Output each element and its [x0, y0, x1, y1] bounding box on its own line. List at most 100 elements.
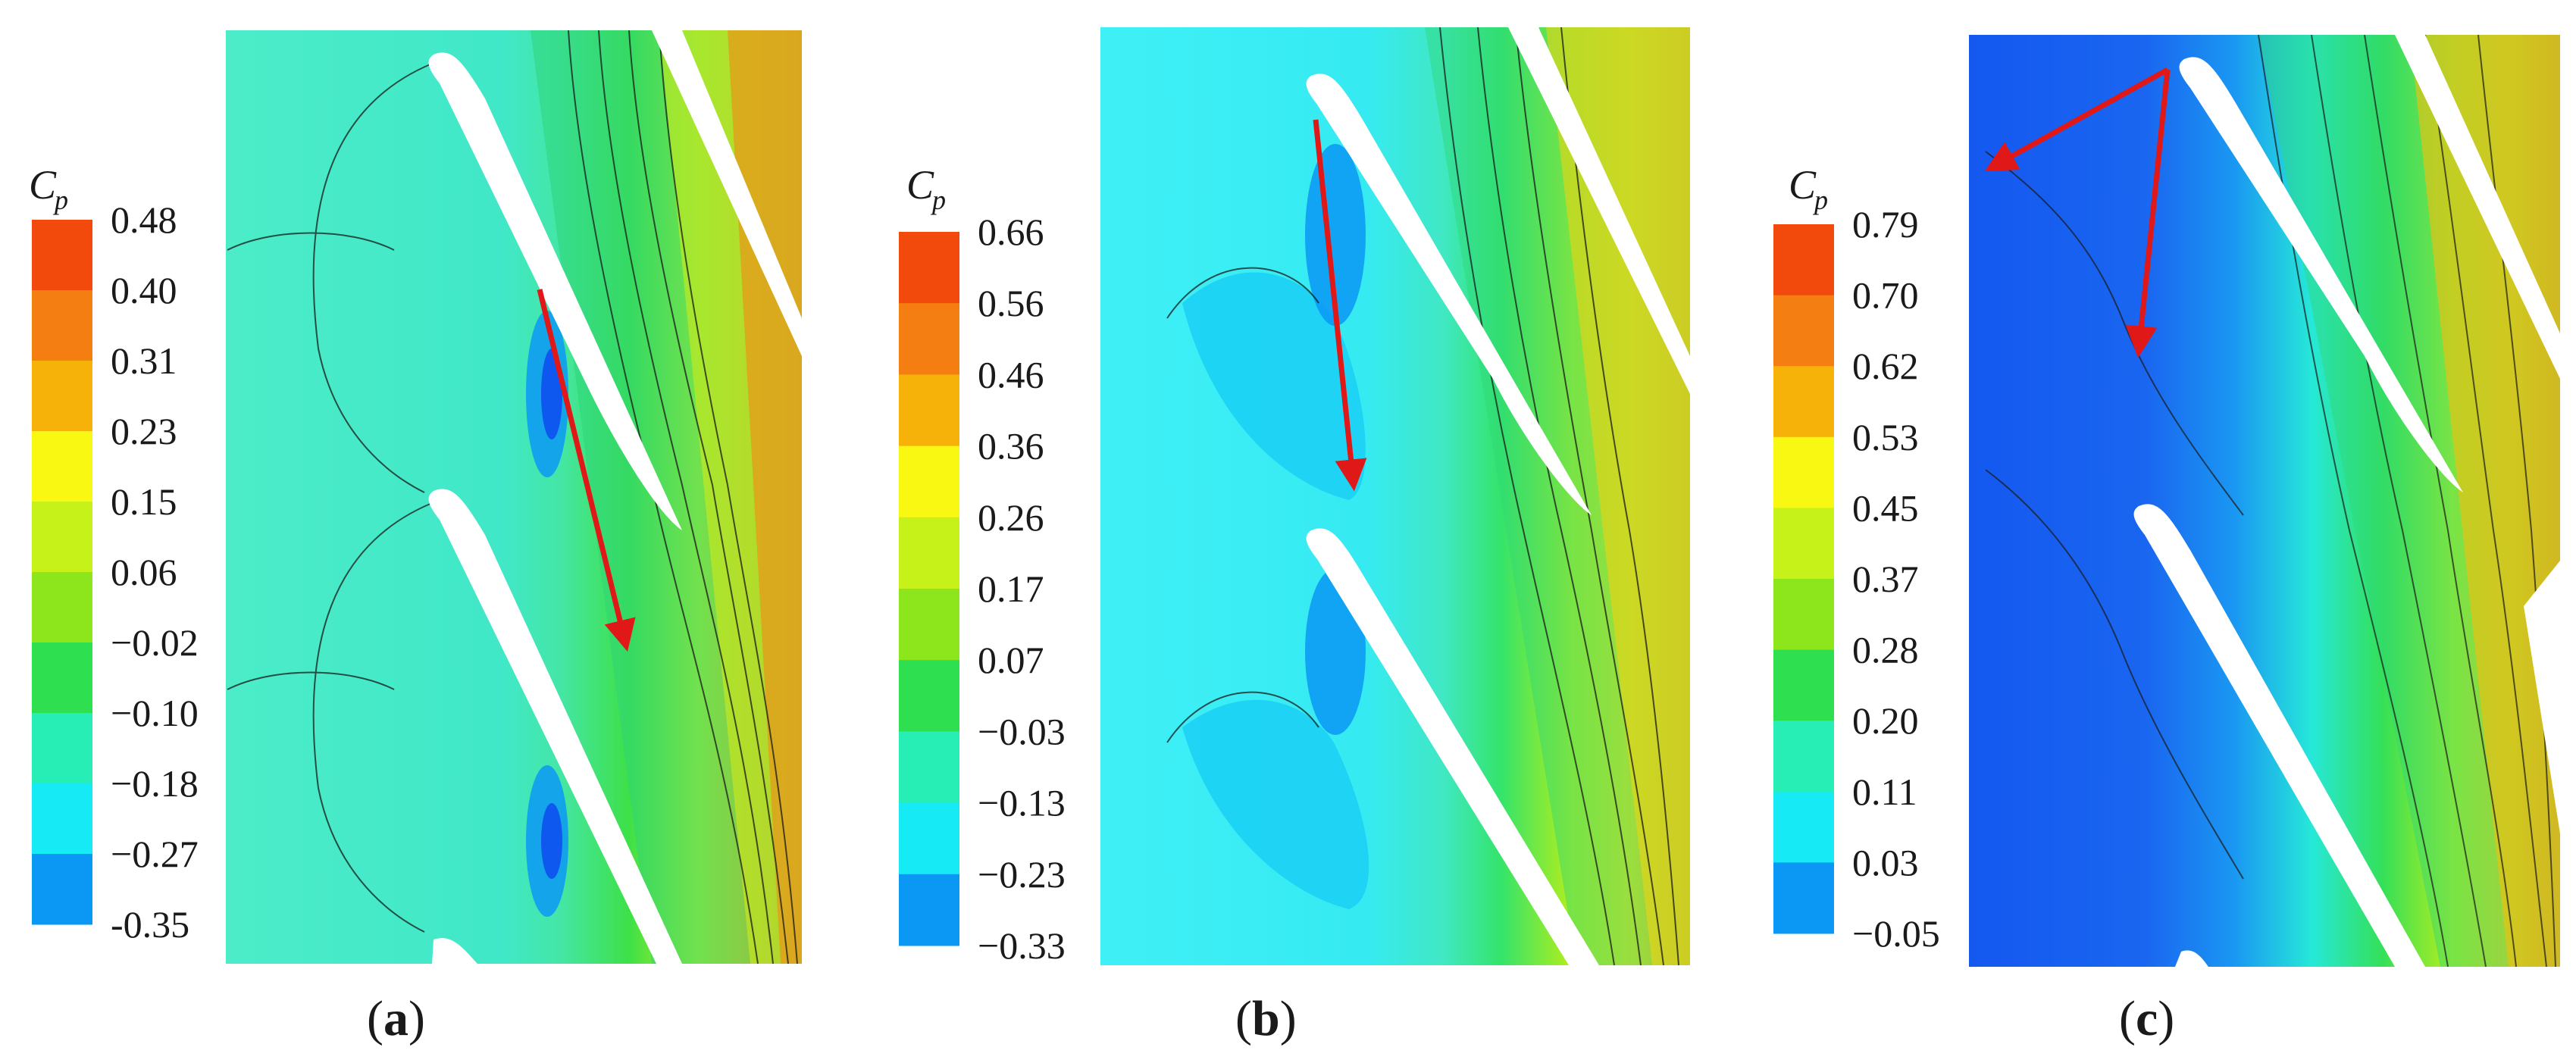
- colorbar-cell: [1773, 579, 1834, 651]
- isolines-b: [1166, 27, 1679, 966]
- colorbar-tick-label: 0.62: [1852, 345, 1919, 387]
- colorbar-tick-label: 0.56: [978, 282, 1044, 324]
- colorbar-tick-label: 0.07: [978, 639, 1044, 681]
- low-pressure-zone-b1-core: [1305, 144, 1366, 326]
- panel-a: C p 0.48 0.40 0.31 0.23 0.15 0.06 −0.02 −0.10 −0…: [29, 30, 802, 1046]
- isolines-a: [227, 30, 798, 965]
- colorbar-cell: [32, 220, 92, 291]
- blade-c3: [2395, 35, 2560, 379]
- colorbar-a: C p 0.48 0.40 0.31 0.23 0.15 0.06 −0.02 −0.10 −0…: [29, 162, 199, 946]
- colorbar-tick-label: 0.17: [978, 567, 1044, 610]
- colorbar-cell: [899, 303, 959, 375]
- colorbar-c-subscript: p: [1812, 185, 1828, 215]
- colorbar-tick-label: 0.66: [978, 211, 1044, 253]
- colorbar-cell: [32, 783, 92, 855]
- colorbar-tick-label: 0.20: [1852, 699, 1919, 742]
- colorbar-tick-label: 0.36: [978, 425, 1044, 467]
- colorbar-tick-label: −0.13: [978, 782, 1066, 824]
- colorbar-cell: [899, 731, 959, 804]
- colorbar-tick-label: −0.33: [978, 924, 1066, 967]
- colorbar-tick-label: −0.05: [1852, 912, 1940, 955]
- colorbar-tick-label: −0.02: [111, 621, 199, 664]
- blade-a3: [652, 30, 802, 356]
- colorbar-cell: [32, 642, 92, 714]
- colorbar-cell: [899, 874, 959, 946]
- blades-c: [2133, 35, 2560, 967]
- colorbar-tick-label: 0.23: [111, 410, 177, 452]
- red-arrow-b: [1313, 119, 1367, 492]
- blade-b2: [1306, 528, 1599, 965]
- colorbar-cell: [1773, 295, 1834, 367]
- colorbar-tick-label: −0.18: [111, 762, 199, 805]
- colorbar-tick-label: 0.11: [1852, 771, 1917, 813]
- colorbar-a-title: C: [29, 162, 57, 208]
- colorbar-cell: [1773, 649, 1834, 721]
- colorbar-cell: [899, 802, 959, 875]
- colorbar-cell: [32, 713, 92, 784]
- colorbar-cell: [32, 572, 92, 643]
- colorbar-cell: [32, 361, 92, 432]
- colorbar-tick-label: −0.03: [978, 710, 1066, 752]
- contour-field-a: [226, 30, 802, 965]
- colorbar-cell: [899, 660, 959, 732]
- panel-caption-b: (b): [1235, 991, 1297, 1046]
- colorbar-tick-label: 0.15: [111, 480, 177, 523]
- blade-c1: [2179, 57, 2463, 493]
- blade-b3: [1508, 27, 1690, 394]
- pressure-gradient-b2: [1546, 27, 1690, 965]
- colorbar-a-subscript: p: [52, 185, 68, 215]
- colorbar-tick-label: 0.26: [978, 496, 1044, 539]
- colorbar-tick-label: 0.37: [1852, 558, 1919, 600]
- colorbar-tick-label: 0.53: [1852, 416, 1919, 458]
- red-arrow-a: [537, 289, 636, 652]
- colorbar-tick-label: -0.35: [111, 903, 189, 946]
- red-arrow-c2: [2125, 69, 2171, 358]
- colorbar-cell: [32, 502, 92, 573]
- colorbar-cell: [1773, 224, 1834, 296]
- red-arrow-c1: [1984, 67, 2169, 172]
- colorbar-tick-label: 0.45: [1852, 486, 1919, 529]
- blade-c2: [2133, 504, 2425, 967]
- panel-caption-c: (c): [2119, 991, 2174, 1046]
- blades-a: [428, 30, 802, 964]
- colorbar-tick-label: 0.46: [978, 353, 1044, 395]
- isolines-c: [1985, 34, 2556, 968]
- colorbar-cell: [899, 232, 959, 304]
- colorbar-tick-label: 0.03: [1852, 841, 1919, 883]
- blade-a2: [428, 489, 682, 964]
- low-pressure-zone-a2-core: [541, 803, 562, 879]
- colorbar-cell: [1773, 366, 1834, 438]
- panel-c: C p 0.79 0.70 0.62 0.53 0.45 0.37 0.28 0.20 0.11…: [1773, 34, 2560, 1046]
- blades-b: [1306, 27, 1690, 965]
- colorbar-cell: [1773, 862, 1834, 934]
- colorbar-tick-label: 0.28: [1852, 629, 1919, 671]
- colorbar-cell: [32, 854, 92, 925]
- colorbar-cell: [899, 589, 959, 661]
- colorbar-cell: [899, 517, 959, 589]
- colorbar-cell: [1773, 508, 1834, 580]
- blade-c4: [2524, 561, 2560, 833]
- colorbar-cell: [1773, 436, 1834, 508]
- colorbar-tick-label: 0.79: [1852, 203, 1919, 245]
- low-pressure-zone-b1: [1182, 272, 1366, 500]
- panel-caption-a: (a): [367, 991, 425, 1046]
- colorbar-tick-label: 0.06: [111, 551, 177, 593]
- colorbar-tick-label: 0.40: [111, 269, 177, 311]
- colorbar-tick-label: 0.48: [111, 199, 177, 241]
- blade-c5: [2175, 950, 2208, 967]
- contour-field-c: [1969, 34, 2560, 968]
- colorbar-tick-label: −0.27: [111, 833, 199, 875]
- colorbar-cell: [899, 374, 959, 447]
- low-pressure-zone-b2: [1182, 699, 1369, 909]
- blade-b1: [1306, 73, 1592, 516]
- contour-field-b: [1100, 27, 1690, 966]
- panel-b: C p 0.66 0.56 0.46 0.36 0.26 0.17 0.07 −0.03 −0.…: [899, 27, 1690, 1046]
- colorbar-cell: [32, 431, 92, 502]
- colorbar-c-title: C: [1789, 162, 1817, 208]
- colorbar-cell: [899, 446, 959, 518]
- blade-a4: [432, 938, 477, 964]
- colorbar-tick-label: −0.10: [111, 692, 199, 734]
- colorbar-b: C p 0.66 0.56 0.46 0.36 0.26 0.17 0.07 −0.03 −0.…: [899, 162, 1066, 967]
- colorbar-b-title: C: [906, 162, 934, 208]
